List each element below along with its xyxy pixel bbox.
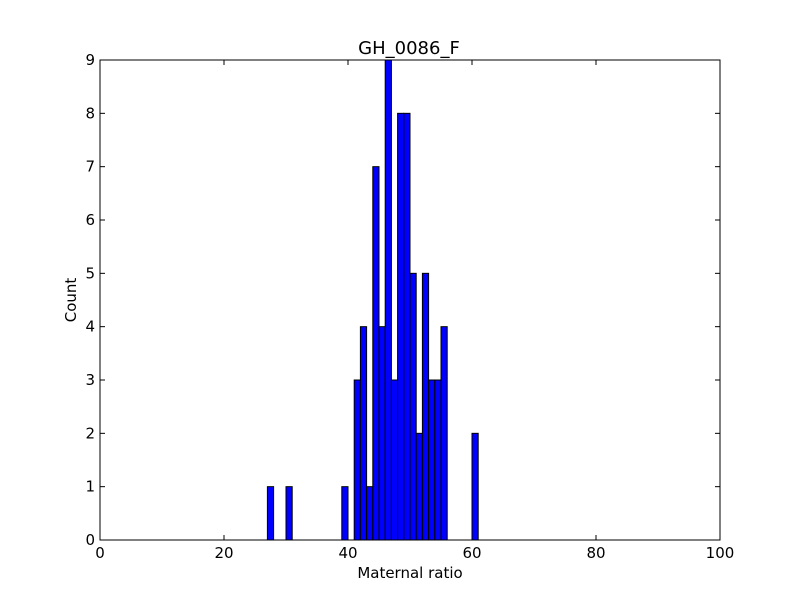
histogram-bar (415, 432, 423, 541)
histogram-bar (471, 432, 479, 541)
histogram-bar (397, 112, 405, 541)
histogram-bar (266, 486, 275, 541)
y-tick-label: 0 (85, 531, 95, 549)
y-tick-label: 9 (85, 51, 95, 69)
ticks-group: 0 20 40 60 80 100 0 1 2 3 4 5 6 7 8 9 (85, 51, 734, 562)
x-tick-label: 40 (338, 544, 357, 562)
y-tick-label: 7 (85, 158, 95, 176)
histogram-bar (341, 486, 349, 541)
chart-title: GH_0086_F (358, 38, 460, 59)
y-axis-label: Count (62, 278, 80, 323)
y-tick-label: 4 (85, 318, 95, 336)
y-tick-label: 6 (85, 211, 95, 229)
histogram-bar (285, 486, 293, 541)
histogram-bar (359, 326, 368, 541)
x-tick-label: 100 (706, 544, 735, 562)
histogram-bar (390, 379, 399, 541)
y-tick-label: 1 (85, 478, 95, 496)
histogram-bar (421, 272, 430, 541)
x-tick-label: 80 (586, 544, 605, 562)
x-tick-label: 0 (95, 544, 105, 562)
plot-frame (99, 59, 721, 541)
histogram-bar (372, 166, 380, 541)
y-tick-label: 3 (85, 371, 95, 389)
histogram-bar (440, 326, 448, 541)
y-tick-label: 8 (85, 104, 95, 122)
x-tick-label: 20 (214, 544, 233, 562)
histogram-bar (428, 379, 436, 541)
histogram-bar (366, 486, 374, 541)
histogram-bar (353, 379, 361, 541)
histogram-bar (434, 379, 442, 541)
histogram-bar (378, 326, 386, 541)
histogram-bar (384, 59, 392, 541)
y-tick-label: 2 (85, 424, 95, 442)
x-axis-label: Maternal ratio (357, 564, 462, 582)
y-tick-label: 5 (85, 264, 95, 282)
bars-group (266, 59, 479, 541)
histogram-bar (403, 112, 411, 541)
x-tick-label: 60 (462, 544, 481, 562)
histogram-bar (409, 272, 417, 541)
